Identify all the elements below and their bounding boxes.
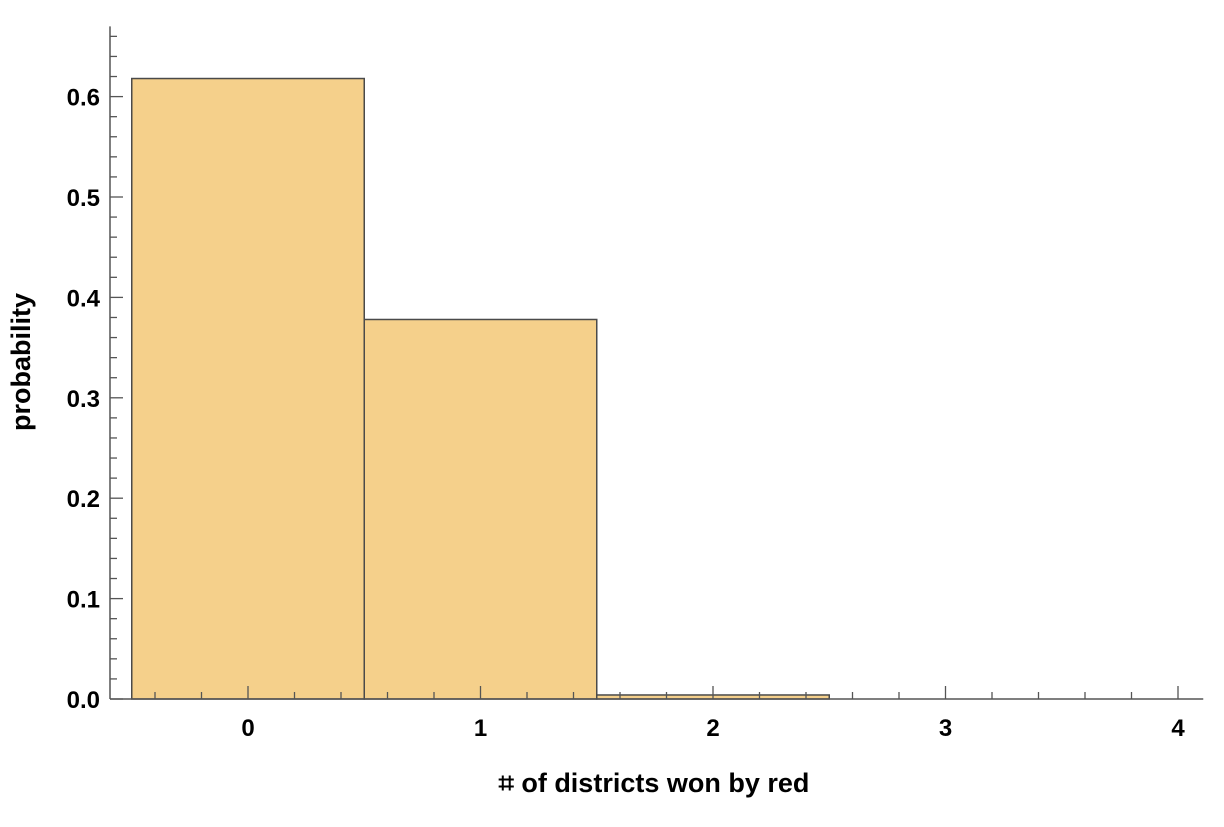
x-axis-title: ⌗ of districts won by red — [499, 768, 810, 798]
y-tick-label-0.0: 0.0 — [67, 687, 100, 714]
x-tick-label-3: 3 — [939, 715, 952, 742]
x-tick-label-0: 0 — [241, 715, 254, 742]
bars-group — [131, 77, 830, 700]
bar-0 — [131, 77, 365, 700]
labels-group: 0 1 2 3 4 0.0 0.1 0.2 0.3 0.4 0.5 0.6 — [67, 85, 1186, 742]
x-tick-label-1: 1 — [474, 715, 487, 742]
y-tick-label-0.6: 0.6 — [67, 85, 100, 112]
y-tick-label-0.3: 0.3 — [67, 386, 100, 413]
y-tick-label-0.4: 0.4 — [67, 285, 101, 312]
bar-1 — [363, 318, 598, 700]
axes-group — [109, 26, 1204, 700]
y-tick-label-0.1: 0.1 — [67, 587, 100, 614]
y-axis-title: probability — [6, 293, 36, 431]
y-tick-label-0.2: 0.2 — [67, 486, 100, 513]
x-tick-label-2: 2 — [706, 715, 719, 742]
y-tick-label-0.5: 0.5 — [67, 185, 100, 212]
x-tick-label-4: 4 — [1171, 715, 1185, 742]
